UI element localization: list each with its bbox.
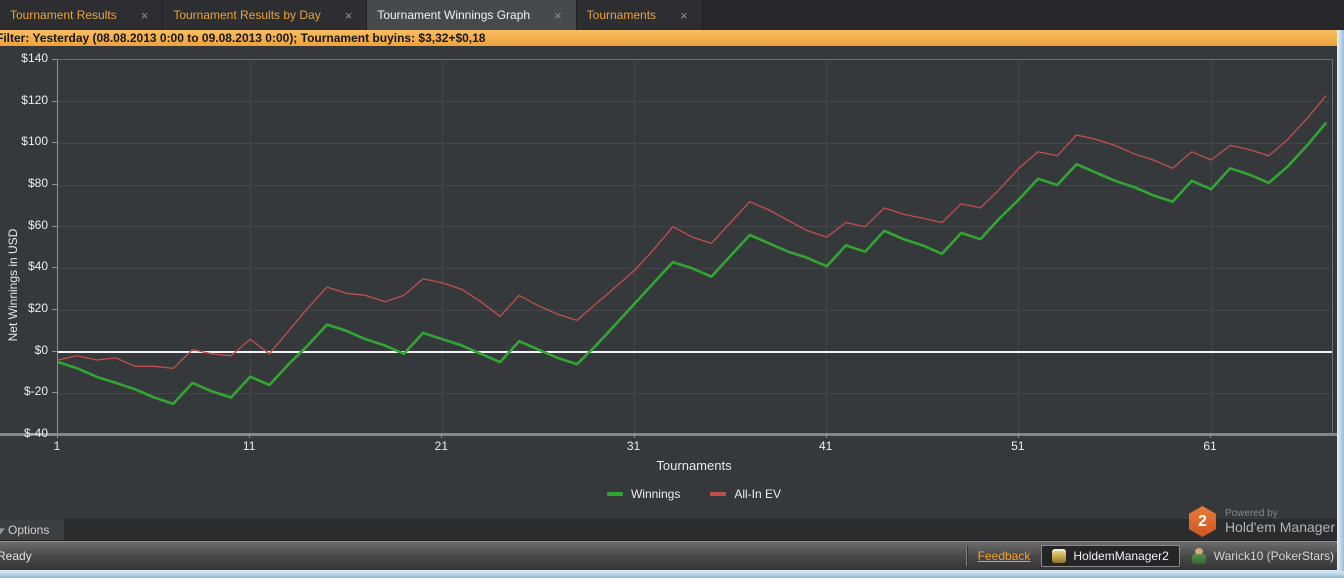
tab-close-icon[interactable]: × [344,7,353,23]
tab-label: Tournament Results [10,8,117,22]
chip-stack-icon [1052,549,1067,563]
y-tick-label: $140 [21,51,48,65]
legend: Winnings All-In EV [57,487,1331,501]
series-lines [58,94,1328,406]
x-tick-mark [57,434,58,438]
x-tick-mark [1017,434,1019,438]
gridline-horizontal [58,185,1332,186]
y-tick-label: $80 [27,176,48,190]
x-tick-label: 11 [242,439,256,453]
gridline-horizontal [58,101,1332,102]
x-tick-label: 41 [818,439,833,453]
x-tick-mark [441,434,443,438]
tab-close-icon[interactable]: × [554,7,562,23]
filter-label: Filter: [0,31,30,45]
gridline-horizontal [58,310,1332,311]
tab-tournament-winnings-graph[interactable]: Tournament Winnings Graph × [367,0,577,30]
legend-label: Winnings [630,487,681,501]
gridline-vertical [1211,60,1212,435]
tab-tournament-results[interactable]: Tournament Results × [0,0,164,30]
powered-by-brand: Hold'em Manager [1224,519,1335,536]
legend-swatch [606,492,623,496]
y-tick-mark [52,59,57,60]
x-tick-mark [633,434,635,438]
y-tick-label: $100 [21,134,48,149]
x-tick-label: 21 [434,439,448,453]
y-tick-mark [52,100,57,102]
y-tick-label: $120 [21,92,48,107]
feedback-link[interactable]: Feedback [977,549,1031,563]
y-tick-mark [52,184,57,185]
y-tick-label: $-20 [23,384,48,399]
x-tick-label: 51 [1011,439,1025,453]
filter-text: Yesterday (08.08.2013 0:00 to 09.08.2013… [29,31,486,45]
hm2-hex-badge-icon: 2 [1188,506,1216,537]
chart-panel: Net Winnings in USD $140 $120 $100 $80 $60 $4… [0,46,1344,519]
y-tick-mark [52,225,57,227]
app-status-button[interactable]: HoldemManager2 [1041,545,1180,567]
gridline-vertical [634,60,635,435]
window-border-right [1337,30,1344,571]
gridline-vertical [250,60,251,435]
status-bar: Ready Feedback HoldemManager2 Warick10 (… [0,540,1344,571]
window-border-bottom [0,570,1344,578]
powered-by-text: Powered by [1224,507,1278,519]
series-line-winnings [58,121,1328,406]
app-status-label: HoldemManager2 [1073,549,1169,563]
tab-tournaments[interactable]: Tournaments × [576,0,703,30]
tab-label: Tournament Results by Day [173,8,321,22]
y-tick-mark [52,267,57,269]
y-tick-mark [52,392,57,394]
tab-close-icon[interactable]: × [140,7,149,23]
y-tick-label: $20 [27,301,48,315]
x-axis-line [0,433,1344,436]
y-tick-mark [52,350,57,352]
gridline-vertical [826,60,827,435]
x-tick-label: 61 [1203,439,1217,453]
player-avatar-icon [1191,548,1207,564]
x-tick-mark [1210,434,1211,438]
tab-close-icon[interactable]: × [680,7,688,23]
legend-item: Winnings [606,487,681,501]
status-separator [965,546,967,566]
tab-label: Tournament Winnings Graph [377,8,531,22]
plot-area [57,59,1333,436]
x-tick-label: 31 [626,439,641,453]
gridline-vertical [442,60,443,435]
filter-bar: Filter: Yesterday (08.08.2013 0:00 to 09… [0,30,1344,46]
y-tick-mark [52,142,57,144]
x-tick-mark [249,434,251,438]
y-tick-label: $60 [27,217,48,232]
gridline-horizontal [58,393,1332,394]
y-tick-label: $0 [34,342,48,357]
y-tick-label: $40 [27,259,48,274]
y-tick-mark [52,309,57,310]
gridline-vertical [1018,60,1019,435]
legend-label: All-In EV [734,487,782,501]
gridline-horizontal [58,143,1332,144]
status-ready-text: Ready [0,549,32,563]
account-status-item[interactable]: Warick10 (PokerStars) [1191,548,1334,564]
y-tick-mark [52,434,57,435]
options-row: Options [0,519,1344,541]
y-tick-label: $-40 [23,426,48,440]
zero-line [58,350,1332,353]
account-status-label: Warick10 (PokerStars) [1213,549,1334,563]
tab-label: Tournaments [586,8,657,22]
x-axis-title: Tournaments [656,458,732,473]
caret-icon [0,525,5,535]
series-line-all-in-ev [58,94,1327,369]
y-axis-title: Net Winnings in USD [6,228,20,342]
tab-tournament-results-by-day[interactable]: Tournament Results by Day × [163,0,368,30]
options-label: Options [8,523,50,537]
options-button[interactable]: Options [0,519,64,541]
tab-bar: Tournament Results × Tournament Results … [0,0,1344,30]
powered-by: 2 Powered by Hold'em Manager [1188,506,1335,537]
legend-item: All-In EV [710,487,781,501]
legend-swatch [710,492,727,496]
x-tick-mark [825,434,827,438]
gridline-horizontal [58,226,1332,227]
x-tick-label: 1 [53,439,61,453]
